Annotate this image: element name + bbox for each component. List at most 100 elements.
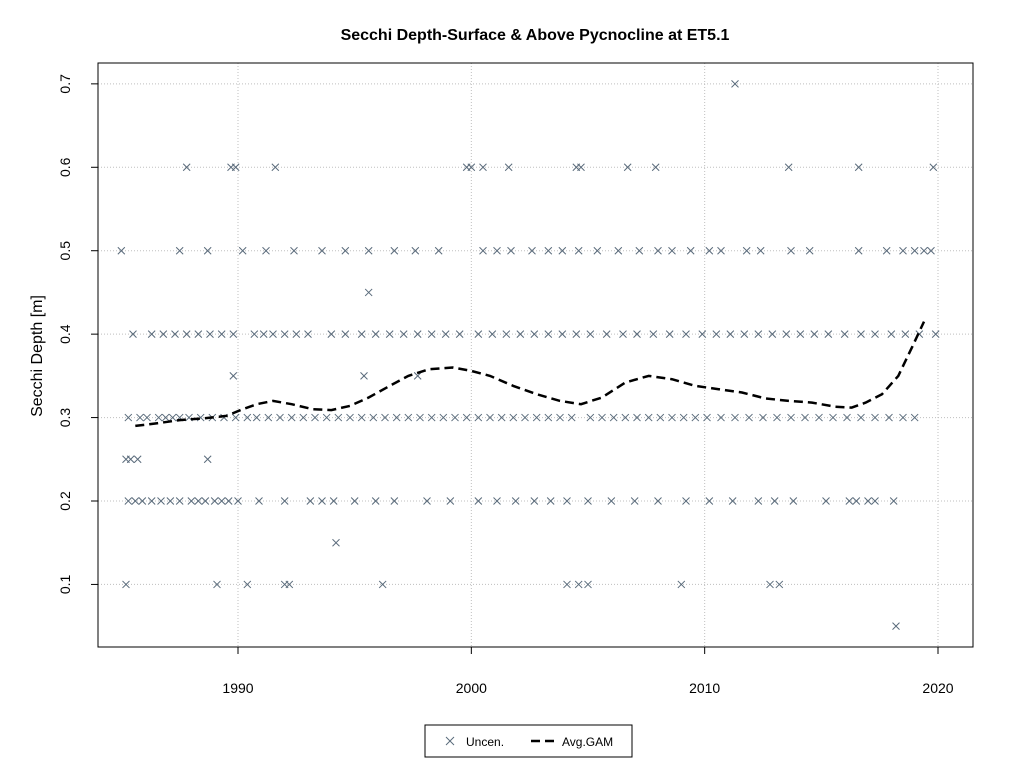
data-point — [929, 163, 938, 172]
data-point — [332, 538, 340, 547]
x-axis: 1990 2000 2010 2020 — [222, 647, 954, 696]
data-point — [768, 330, 777, 338]
data-point — [563, 580, 571, 589]
data-point — [206, 330, 214, 338]
data-point — [756, 246, 765, 255]
legend-label-gam: Avg.GAM — [562, 735, 613, 749]
data-point — [885, 413, 893, 422]
data-point — [686, 246, 695, 255]
data-point — [287, 413, 296, 422]
data-point — [341, 246, 350, 255]
data-point — [773, 413, 781, 422]
data-point — [255, 497, 263, 505]
data-point — [544, 330, 553, 338]
data-point — [385, 330, 394, 338]
data-point — [390, 246, 399, 255]
data-point — [203, 455, 212, 464]
y-tick-label: 0.7 — [57, 74, 73, 94]
data-point — [593, 246, 602, 255]
data-point — [327, 330, 336, 338]
data-point — [887, 330, 896, 338]
data-point — [276, 413, 284, 422]
data-point — [815, 413, 823, 422]
data-point — [262, 246, 270, 255]
y-axis-label: Secchi Depth [m] — [29, 295, 46, 417]
data-point — [201, 497, 210, 505]
data-point — [509, 413, 518, 422]
legend-marker-x — [445, 736, 455, 746]
data-point — [194, 497, 203, 505]
data-point — [854, 246, 863, 255]
data-point — [243, 580, 252, 589]
data-point — [493, 246, 501, 255]
data-point — [920, 246, 928, 255]
legend: Uncen. Avg.GAM — [424, 724, 633, 758]
data-point — [532, 413, 541, 422]
data-point — [357, 413, 366, 422]
data-point — [805, 246, 814, 255]
data-point — [157, 497, 165, 505]
data-point — [558, 330, 567, 338]
data-point — [334, 413, 343, 422]
data-point — [455, 330, 464, 338]
data-point — [229, 330, 238, 338]
data-point — [467, 163, 476, 172]
data-point — [602, 330, 611, 338]
data-point — [161, 413, 170, 422]
data-point — [544, 413, 553, 422]
data-point — [857, 413, 865, 422]
data-point — [124, 497, 133, 505]
data-point — [446, 497, 455, 505]
x-tick-label: 2020 — [922, 680, 953, 696]
data-point — [462, 413, 471, 422]
data-point — [364, 288, 373, 297]
data-point — [619, 330, 627, 338]
data-point — [574, 580, 583, 589]
data-point — [175, 246, 184, 255]
data-point — [147, 330, 156, 338]
data-point — [882, 246, 891, 255]
data-point — [598, 413, 606, 422]
x-tick-label: 1990 — [222, 680, 253, 696]
data-point — [567, 413, 576, 422]
data-point — [479, 163, 487, 172]
data-point — [299, 413, 308, 422]
y-tick-label: 0.3 — [57, 408, 73, 428]
data-point — [423, 497, 431, 505]
data-point — [656, 413, 665, 422]
data-point — [126, 455, 135, 464]
data-point — [439, 413, 448, 422]
data-point — [787, 246, 795, 255]
data-point — [304, 330, 312, 338]
y-tick-label: 0.4 — [57, 324, 73, 344]
data-point — [563, 497, 571, 505]
data-point — [574, 246, 583, 255]
data-point — [789, 497, 798, 505]
data-point — [474, 413, 483, 422]
data-point — [649, 330, 658, 338]
data-point — [238, 246, 247, 255]
data-point — [271, 163, 280, 172]
data-point — [754, 330, 763, 338]
data-point — [280, 330, 289, 338]
y-tick-label: 0.1 — [57, 574, 73, 594]
data-point — [493, 497, 501, 505]
data-point — [290, 246, 298, 255]
data-point — [633, 413, 641, 422]
data-point — [717, 413, 725, 422]
data-point — [369, 413, 378, 422]
data-point — [159, 330, 168, 338]
data-point — [486, 413, 494, 422]
data-point — [775, 580, 784, 589]
y-tick-label: 0.6 — [57, 157, 73, 177]
data-point — [488, 330, 497, 338]
data-point — [682, 330, 690, 338]
data-point — [731, 80, 739, 88]
data-point — [644, 413, 653, 422]
data-point — [311, 413, 319, 422]
data-point — [194, 330, 203, 338]
data-point — [654, 246, 662, 255]
y-tick-label: 0.2 — [57, 491, 73, 511]
grid — [98, 63, 973, 647]
data-point — [259, 330, 268, 338]
